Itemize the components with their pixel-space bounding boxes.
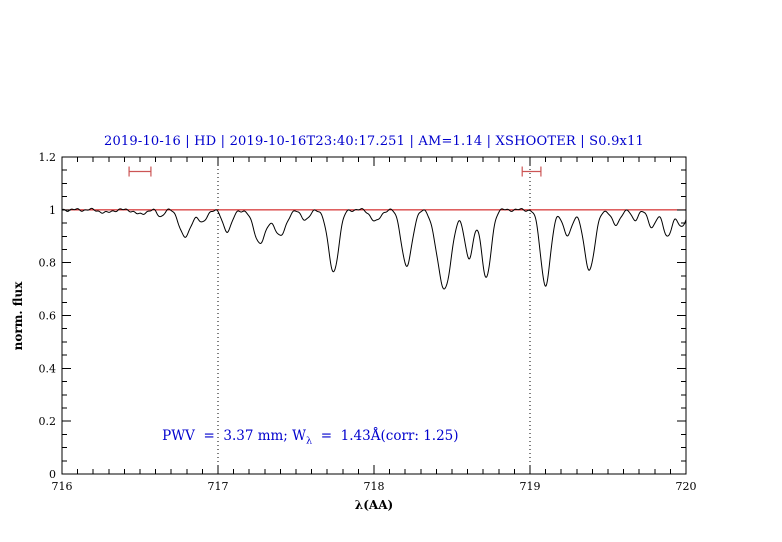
pwv-annotation-sub: λ: [306, 435, 313, 447]
x-tick-label: 718: [364, 480, 385, 493]
y-tick-label: 0.8: [39, 257, 57, 270]
pwv-annotation-post: = 1.43Å(corr: 1.25): [312, 428, 459, 444]
pwv-annotation-pre: PWV = 3.37 mm; W: [162, 428, 307, 444]
y-tick-label: 0.4: [39, 362, 57, 375]
plot-title: 2019-10-16 | HD | 2019-10-16T23:40:17.25…: [103, 134, 645, 149]
y-tick-label: 1: [49, 204, 56, 217]
pwv-annotation: PWV = 3.37 mm; Wλ = 1.43Å(corr: 1.25): [145, 412, 459, 463]
x-tick-label: 717: [208, 480, 229, 493]
y-tick-label: 0: [49, 468, 56, 481]
x-tick-label: 719: [520, 480, 541, 493]
y-axis-label: norm. flux: [11, 281, 25, 351]
spectrum-line: [61, 207, 687, 290]
x-axis-label: λ(AA): [354, 498, 394, 512]
x-tick-label: 720: [676, 480, 697, 493]
y-tick-label: 1.2: [39, 151, 57, 164]
y-tick-label: 0.6: [39, 310, 57, 323]
y-tick-label: 0.2: [39, 415, 57, 428]
x-tick-label: 716: [52, 480, 73, 493]
